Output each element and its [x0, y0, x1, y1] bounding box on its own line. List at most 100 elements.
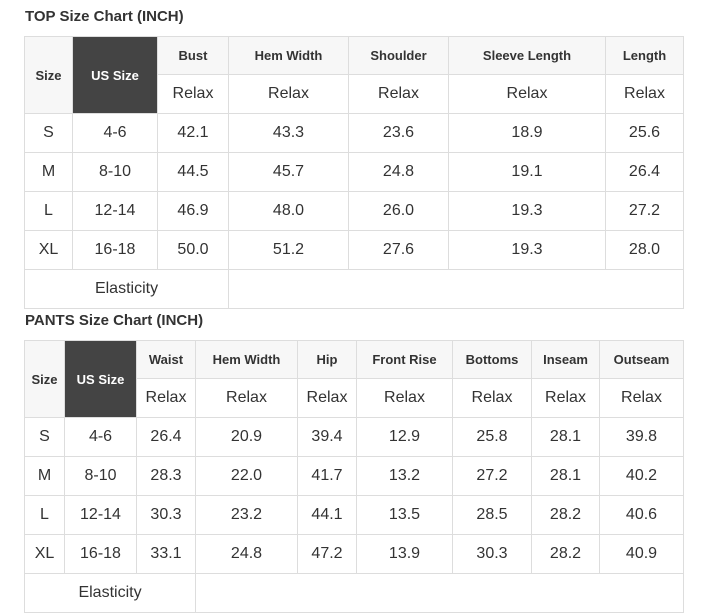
table-cell: 18.9	[448, 113, 606, 153]
table-cell: 19.3	[448, 230, 606, 270]
table-cell: 30.3	[452, 534, 532, 574]
fit-cell: Relax	[605, 74, 684, 114]
fit-cell: Relax	[531, 378, 600, 418]
table-cell: 44.5	[157, 152, 229, 192]
table-cell: 23.2	[195, 495, 298, 535]
column-header: Bust	[157, 36, 229, 75]
table-cell: 19.3	[448, 191, 606, 231]
table-cell: 41.7	[297, 456, 357, 496]
top-size-table: Size US Size Bust Hem Width Shoulder Sleeve L…	[24, 36, 684, 309]
table-row: M 8-10 28.3 22.0 41.7 13.2 27.2 28.1 40.2	[24, 456, 684, 496]
size-header: Size	[24, 340, 65, 418]
table-cell: 23.6	[348, 113, 449, 153]
table-cell: 22.0	[195, 456, 298, 496]
table-cell: 8-10	[64, 456, 137, 496]
table-cell: 16-18	[72, 230, 158, 270]
table-cell: 13.9	[356, 534, 453, 574]
table-cell: 4-6	[64, 417, 137, 457]
table-cell: 33.1	[136, 534, 196, 574]
table-cell: 40.9	[599, 534, 684, 574]
table-cell: 8-10	[72, 152, 158, 192]
pants-size-table: Size US Size Waist Hem Width Hip Front Rise Bo…	[24, 340, 684, 613]
table-cell: 4-6	[72, 113, 158, 153]
elasticity-value	[228, 269, 684, 309]
table-cell: 12-14	[64, 495, 137, 535]
table-cell: 25.8	[452, 417, 532, 457]
fit-cell: Relax	[452, 378, 532, 418]
elasticity-value	[195, 573, 684, 613]
table-cell: 27.2	[452, 456, 532, 496]
fit-cell: Relax	[195, 378, 298, 418]
table-cell: 43.3	[228, 113, 349, 153]
table-row: S 4-6 26.4 20.9 39.4 12.9 25.8 28.1 39.8	[24, 417, 684, 457]
table-cell: 26.0	[348, 191, 449, 231]
table-cell: 39.8	[599, 417, 684, 457]
top-chart-title: TOP Size Chart (INCH)	[25, 8, 184, 25]
table-cell: 26.4	[136, 417, 196, 457]
table-cell: 28.0	[605, 230, 684, 270]
fit-cell: Relax	[157, 74, 229, 114]
column-header: Hem Width	[195, 340, 298, 379]
column-header: Front Rise	[356, 340, 453, 379]
table-cell: 46.9	[157, 191, 229, 231]
column-header: Hip	[297, 340, 357, 379]
fit-cell: Relax	[228, 74, 349, 114]
column-header: Length	[605, 36, 684, 75]
table-row: M 8-10 44.5 45.7 24.8 19.1 26.4	[24, 152, 684, 192]
table-row: XL 16-18 50.0 51.2 27.6 19.3 28.0	[24, 230, 684, 270]
table-cell: 12-14	[72, 191, 158, 231]
fit-cell: Relax	[297, 378, 357, 418]
table-cell: L	[24, 191, 73, 231]
elasticity-label: Elasticity	[24, 573, 196, 613]
table-cell: L	[24, 495, 65, 535]
table-cell: 50.0	[157, 230, 229, 270]
pants-chart-title: PANTS Size Chart (INCH)	[25, 312, 204, 329]
table-row: XL 16-18 33.1 24.8 47.2 13.9 30.3 28.2 40.9	[24, 534, 684, 574]
table-cell: 13.5	[356, 495, 453, 535]
column-header: Waist	[136, 340, 196, 379]
table-cell: XL	[24, 534, 65, 574]
fit-cell: Relax	[448, 74, 606, 114]
table-cell: 40.2	[599, 456, 684, 496]
column-header: Bottoms	[452, 340, 532, 379]
table-cell: 24.8	[348, 152, 449, 192]
fit-cell: Relax	[348, 74, 449, 114]
table-cell: 16-18	[64, 534, 137, 574]
fit-cell: Relax	[599, 378, 684, 418]
table-cell: 48.0	[228, 191, 349, 231]
elasticity-label: Elasticity	[24, 269, 229, 309]
table-cell: 24.8	[195, 534, 298, 574]
table-cell: 28.1	[531, 456, 600, 496]
size-header: Size	[24, 36, 73, 114]
column-header: Sleeve Length	[448, 36, 606, 75]
fit-cell: Relax	[356, 378, 453, 418]
table-cell: 28.5	[452, 495, 532, 535]
table-cell: 28.3	[136, 456, 196, 496]
table-cell: S	[24, 113, 73, 153]
us-size-header: US Size	[72, 36, 158, 114]
table-cell: S	[24, 417, 65, 457]
column-header: Shoulder	[348, 36, 449, 75]
table-row: L 12-14 46.9 48.0 26.0 19.3 27.2	[24, 191, 684, 231]
table-cell: 47.2	[297, 534, 357, 574]
table-cell: 42.1	[157, 113, 229, 153]
table-cell: M	[24, 152, 73, 192]
table-cell: 12.9	[356, 417, 453, 457]
table-cell: M	[24, 456, 65, 496]
table-cell: 13.2	[356, 456, 453, 496]
table-cell: 26.4	[605, 152, 684, 192]
fit-cell: Relax	[136, 378, 196, 418]
table-cell: 30.3	[136, 495, 196, 535]
table-cell: 28.1	[531, 417, 600, 457]
table-cell: 39.4	[297, 417, 357, 457]
table-cell: 20.9	[195, 417, 298, 457]
table-cell: 44.1	[297, 495, 357, 535]
us-size-header: US Size	[64, 340, 137, 418]
table-cell: 25.6	[605, 113, 684, 153]
table-cell: 51.2	[228, 230, 349, 270]
table-cell: 28.2	[531, 534, 600, 574]
table-cell: 28.2	[531, 495, 600, 535]
table-cell: 27.6	[348, 230, 449, 270]
column-header: Inseam	[531, 340, 600, 379]
column-header: Hem Width	[228, 36, 349, 75]
